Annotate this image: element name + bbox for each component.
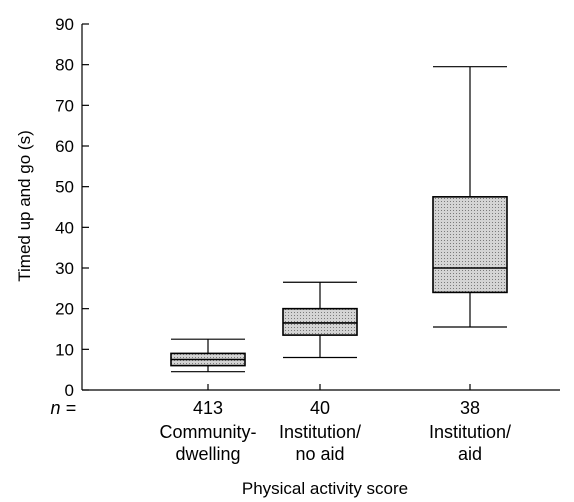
category-labels: n = 413 Community-dwelling 40 Institution/no…: [50, 398, 511, 464]
n-value: 40: [310, 398, 330, 418]
n-prefix-label: n =: [50, 398, 76, 418]
box: [432, 196, 508, 294]
y-axis-title: Timed up and go (s): [15, 130, 34, 282]
category-label: no aid: [295, 444, 344, 464]
y-axis: 0 10 20 30 40 50 60 70 80 90: [55, 15, 89, 400]
n-value: 413: [193, 398, 223, 418]
y-tick-label: 60: [55, 137, 74, 156]
category-label: Community-: [159, 422, 256, 442]
boxes: [170, 66, 508, 373]
category-label: Institution/: [279, 422, 361, 442]
y-tick-label: 70: [55, 96, 74, 115]
y-tick-label: 20: [55, 300, 74, 319]
category-label: dwelling: [175, 444, 240, 464]
y-tick-label: 90: [55, 15, 74, 34]
box-group: [170, 338, 246, 373]
y-tick-label: 80: [55, 56, 74, 75]
category-label: aid: [458, 444, 482, 464]
y-tick-label: 0: [65, 381, 74, 400]
box: [282, 307, 358, 336]
y-tick-label: 40: [55, 218, 74, 237]
x-axis: [82, 384, 560, 391]
x-axis-title: Physical activity score: [242, 479, 408, 498]
box-group: [282, 281, 358, 359]
category-label: Institution/: [429, 422, 511, 442]
y-tick-label: 50: [55, 178, 74, 197]
y-tick-label: 30: [55, 259, 74, 278]
box-group: [432, 66, 508, 328]
n-value: 38: [460, 398, 480, 418]
y-tick-label: 10: [55, 340, 74, 359]
